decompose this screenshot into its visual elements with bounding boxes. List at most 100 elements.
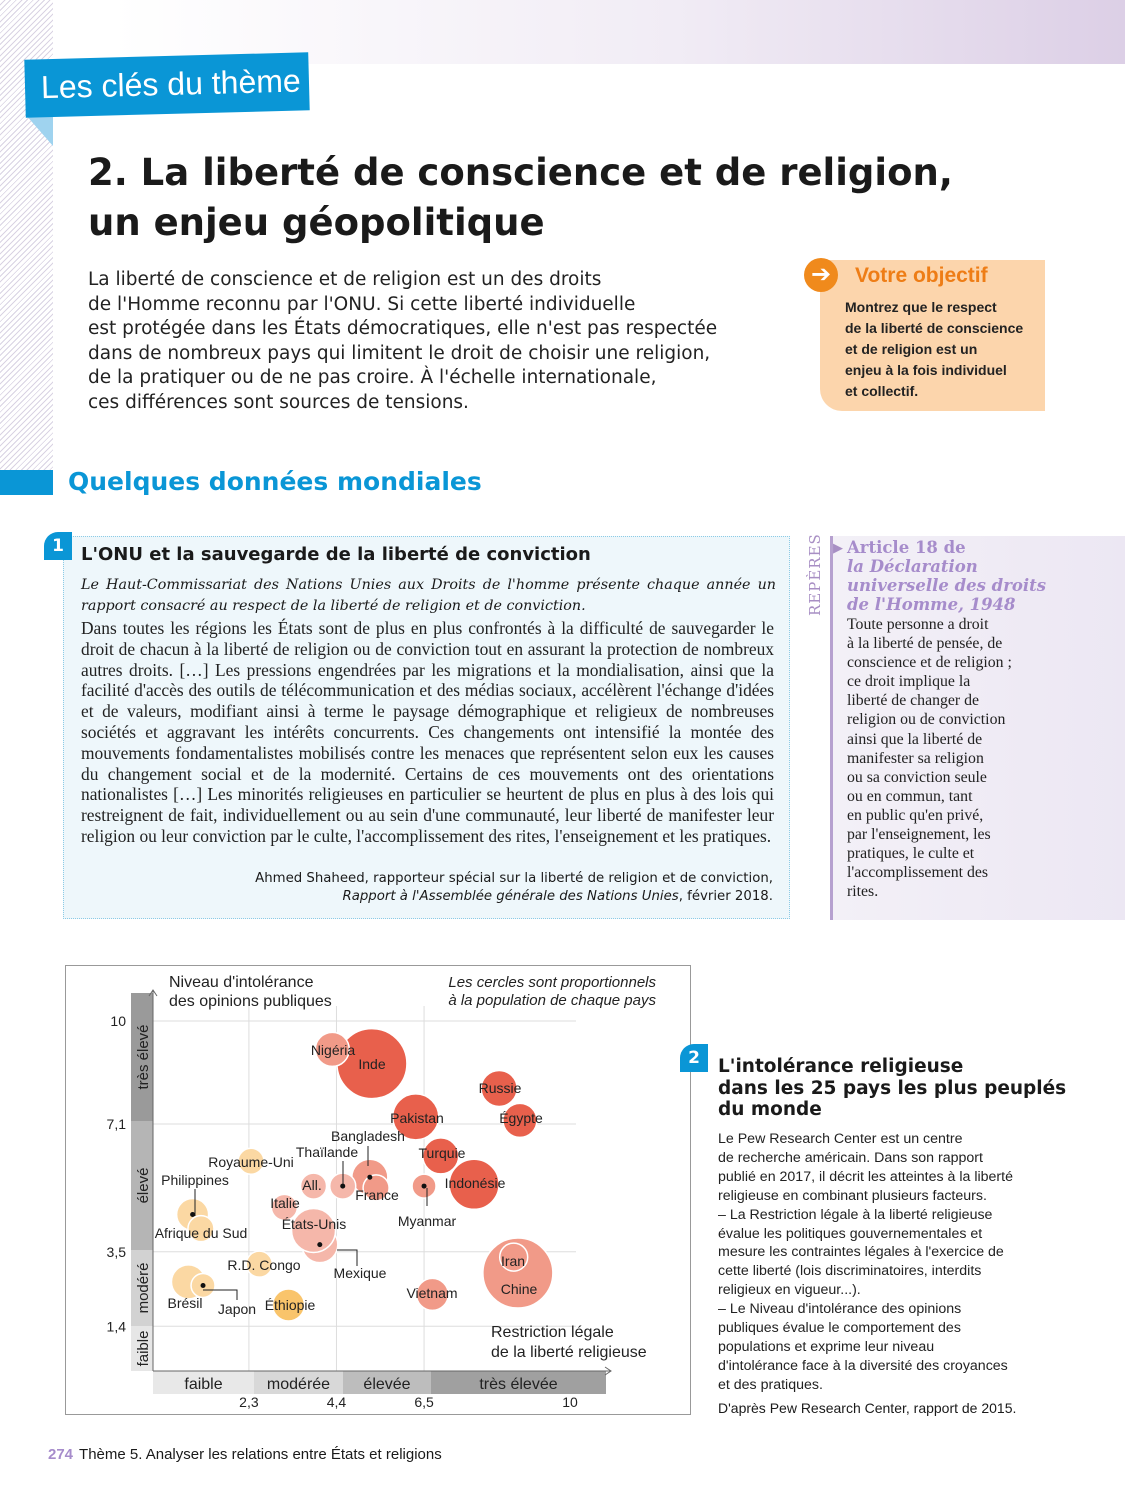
bubble-label: Italie	[270, 1195, 300, 1211]
y-band-label: modéré	[135, 1263, 152, 1314]
doc2-line: mesure les contraintes légales à l'exerc…	[718, 1244, 1004, 1261]
leader-dot	[190, 1211, 196, 1217]
x-axis-arrow-icon	[604, 1366, 612, 1376]
objective-line: et de religion est un	[845, 341, 978, 357]
objective-title: Votre objectif	[855, 264, 988, 287]
bubble	[480, 1069, 518, 1108]
intro-line: est protégée dans les États démocratique…	[88, 318, 718, 340]
x-band-label: faible	[184, 1376, 222, 1393]
rep-title-line: Article 18 de	[847, 538, 966, 557]
bubble-label: Nigéria	[311, 1042, 356, 1058]
page-footer: 274 Thème 5. Analyser les relations entre…	[48, 1446, 442, 1463]
y-band-label: faible	[135, 1331, 152, 1367]
doc2-title-line: dans les 25 pays les plus peuplés	[718, 1077, 1067, 1099]
y-tick-label: 10	[110, 1013, 126, 1029]
source-author: Ahmed Shaheed, rapporteur spécial sur la…	[255, 871, 773, 886]
page-number: 274	[48, 1446, 74, 1463]
x-band-label: élevée	[363, 1376, 410, 1393]
objective-line: et collectif.	[845, 383, 919, 399]
y-band	[131, 1326, 153, 1371]
reperes-line: l'accomplissement des	[847, 864, 989, 882]
title-line: 2. La liberté de conscience et de religi…	[88, 151, 953, 194]
objective-box	[820, 260, 1045, 411]
bubble-label: Brésil	[167, 1295, 202, 1311]
intro-line: de l'Homme reconnu par l'ONU. Si cette l…	[88, 293, 636, 315]
objective-text: Montrez que le respect de la liberté de c…	[845, 297, 1023, 402]
y-tick-label: 7,1	[107, 1116, 127, 1132]
x-tick-label: 4,4	[327, 1394, 347, 1410]
bubble	[270, 1193, 299, 1222]
bubble-label: États-Unis	[282, 1216, 347, 1232]
intro-line: de la pratiquer ou de ne pas croire. À l…	[88, 367, 657, 389]
y-axis-title: Niveau d'intolérance	[169, 974, 314, 991]
bubble	[237, 1147, 265, 1175]
doc2-line: évalue les politiques gouvernementales e…	[718, 1225, 983, 1242]
bubble-label: Japon	[218, 1301, 256, 1317]
bubble	[271, 1288, 306, 1322]
reperes-box	[830, 536, 1125, 920]
y-tick-label: 1,4	[107, 1318, 127, 1334]
doc2-line: publiques évalue le comportement des	[718, 1320, 961, 1337]
doc2-line: – La Restriction légale à la liberté rel…	[718, 1206, 993, 1223]
leader-dot	[200, 1282, 206, 1288]
bubble-label: Iran	[501, 1253, 525, 1269]
document-2-source: D'après Pew Research Center, rapport de …	[718, 1400, 1017, 1416]
x-tick-label: 2,3	[239, 1394, 259, 1410]
x-band-label: très élevée	[479, 1376, 557, 1393]
bubble	[314, 1031, 351, 1068]
doc2-line: populations et exprime leur niveau	[718, 1338, 935, 1355]
arrow-right-icon: ➔	[804, 258, 838, 292]
intro-line: dans de nombreux pays qui limitent le dr…	[88, 342, 711, 364]
reperes-line: à la liberté de pensée, de	[847, 635, 1003, 653]
document-number: 1	[44, 532, 72, 560]
doc2-line: cette liberté (lois discriminatoires, in…	[718, 1263, 982, 1280]
bubble-label: R.D. Congo	[227, 1257, 300, 1273]
reperes-line: en public qu'en privé,	[847, 806, 984, 824]
y-band	[131, 1250, 153, 1326]
bubble	[391, 1093, 440, 1141]
doc2-line: religieuse en combinant plusieurs facteu…	[718, 1187, 987, 1204]
triangle-right-icon: ▶	[833, 541, 843, 556]
bubble-label: France	[355, 1187, 399, 1203]
x-band	[431, 1371, 606, 1394]
bubble-label: Chine	[501, 1281, 538, 1297]
objective-line: Montrez que le respect	[845, 299, 997, 315]
reperes-line: ce droit implique la	[847, 673, 971, 691]
x-axis-title: de la liberté religieuse	[491, 1344, 647, 1361]
y-band	[131, 1121, 153, 1250]
bubble	[299, 1172, 328, 1200]
doc2-line: et des pratiques.	[718, 1376, 823, 1393]
x-tick-label: 10	[562, 1394, 578, 1410]
reperes-line: rites.	[847, 883, 879, 901]
reperes-line: liberté de changer de	[847, 692, 980, 710]
doc2-line: – Le Niveau d'intolérance des opinions	[718, 1301, 962, 1318]
chart-note: Les cercles sont proportionnels	[448, 974, 656, 991]
doc2-line: Le Pew Research Center est un centre	[718, 1131, 963, 1147]
x-band	[343, 1371, 431, 1394]
bubble	[421, 1137, 460, 1175]
tag-fold	[25, 114, 53, 146]
rep-title-line: de l'Homme, 1948	[847, 595, 1016, 614]
bubble	[448, 1158, 500, 1211]
bubble-label: Turquie	[419, 1145, 466, 1161]
top-banner	[0, 0, 1125, 64]
rep-title-line: universelle des droits	[847, 576, 1047, 595]
document-1-intro: Le Haut-Commissariat des Nations Unies a…	[81, 577, 776, 614]
y-axis-title: des opinions publiques	[169, 993, 332, 1010]
bubble-label: Myanmar	[398, 1213, 457, 1229]
x-band	[153, 1371, 254, 1394]
bubble	[498, 1242, 529, 1272]
section-title: Quelques données mondiales	[68, 467, 482, 496]
title-line: un enjeu géopolitique	[88, 201, 545, 244]
bubble-label: All.	[302, 1177, 321, 1193]
bubble-chart-svg: très élevé élevé modéré faible faible modérée…	[107, 974, 657, 1410]
source-title: Rapport à l'Assemblée générale des Natio…	[342, 889, 679, 904]
document-number: 2	[680, 1044, 708, 1072]
bubble	[187, 1214, 215, 1243]
leader-dot	[367, 1174, 373, 1180]
doc2-line: d'intolérance face à la diversité des cr…	[718, 1357, 1008, 1374]
bubble-label: Égypte	[499, 1110, 543, 1126]
objective-line: enjeu à la fois individuel	[845, 362, 1007, 378]
y-band-label: élevé	[135, 1168, 152, 1204]
reperes-line: ainsi que la liberté de	[847, 730, 983, 748]
